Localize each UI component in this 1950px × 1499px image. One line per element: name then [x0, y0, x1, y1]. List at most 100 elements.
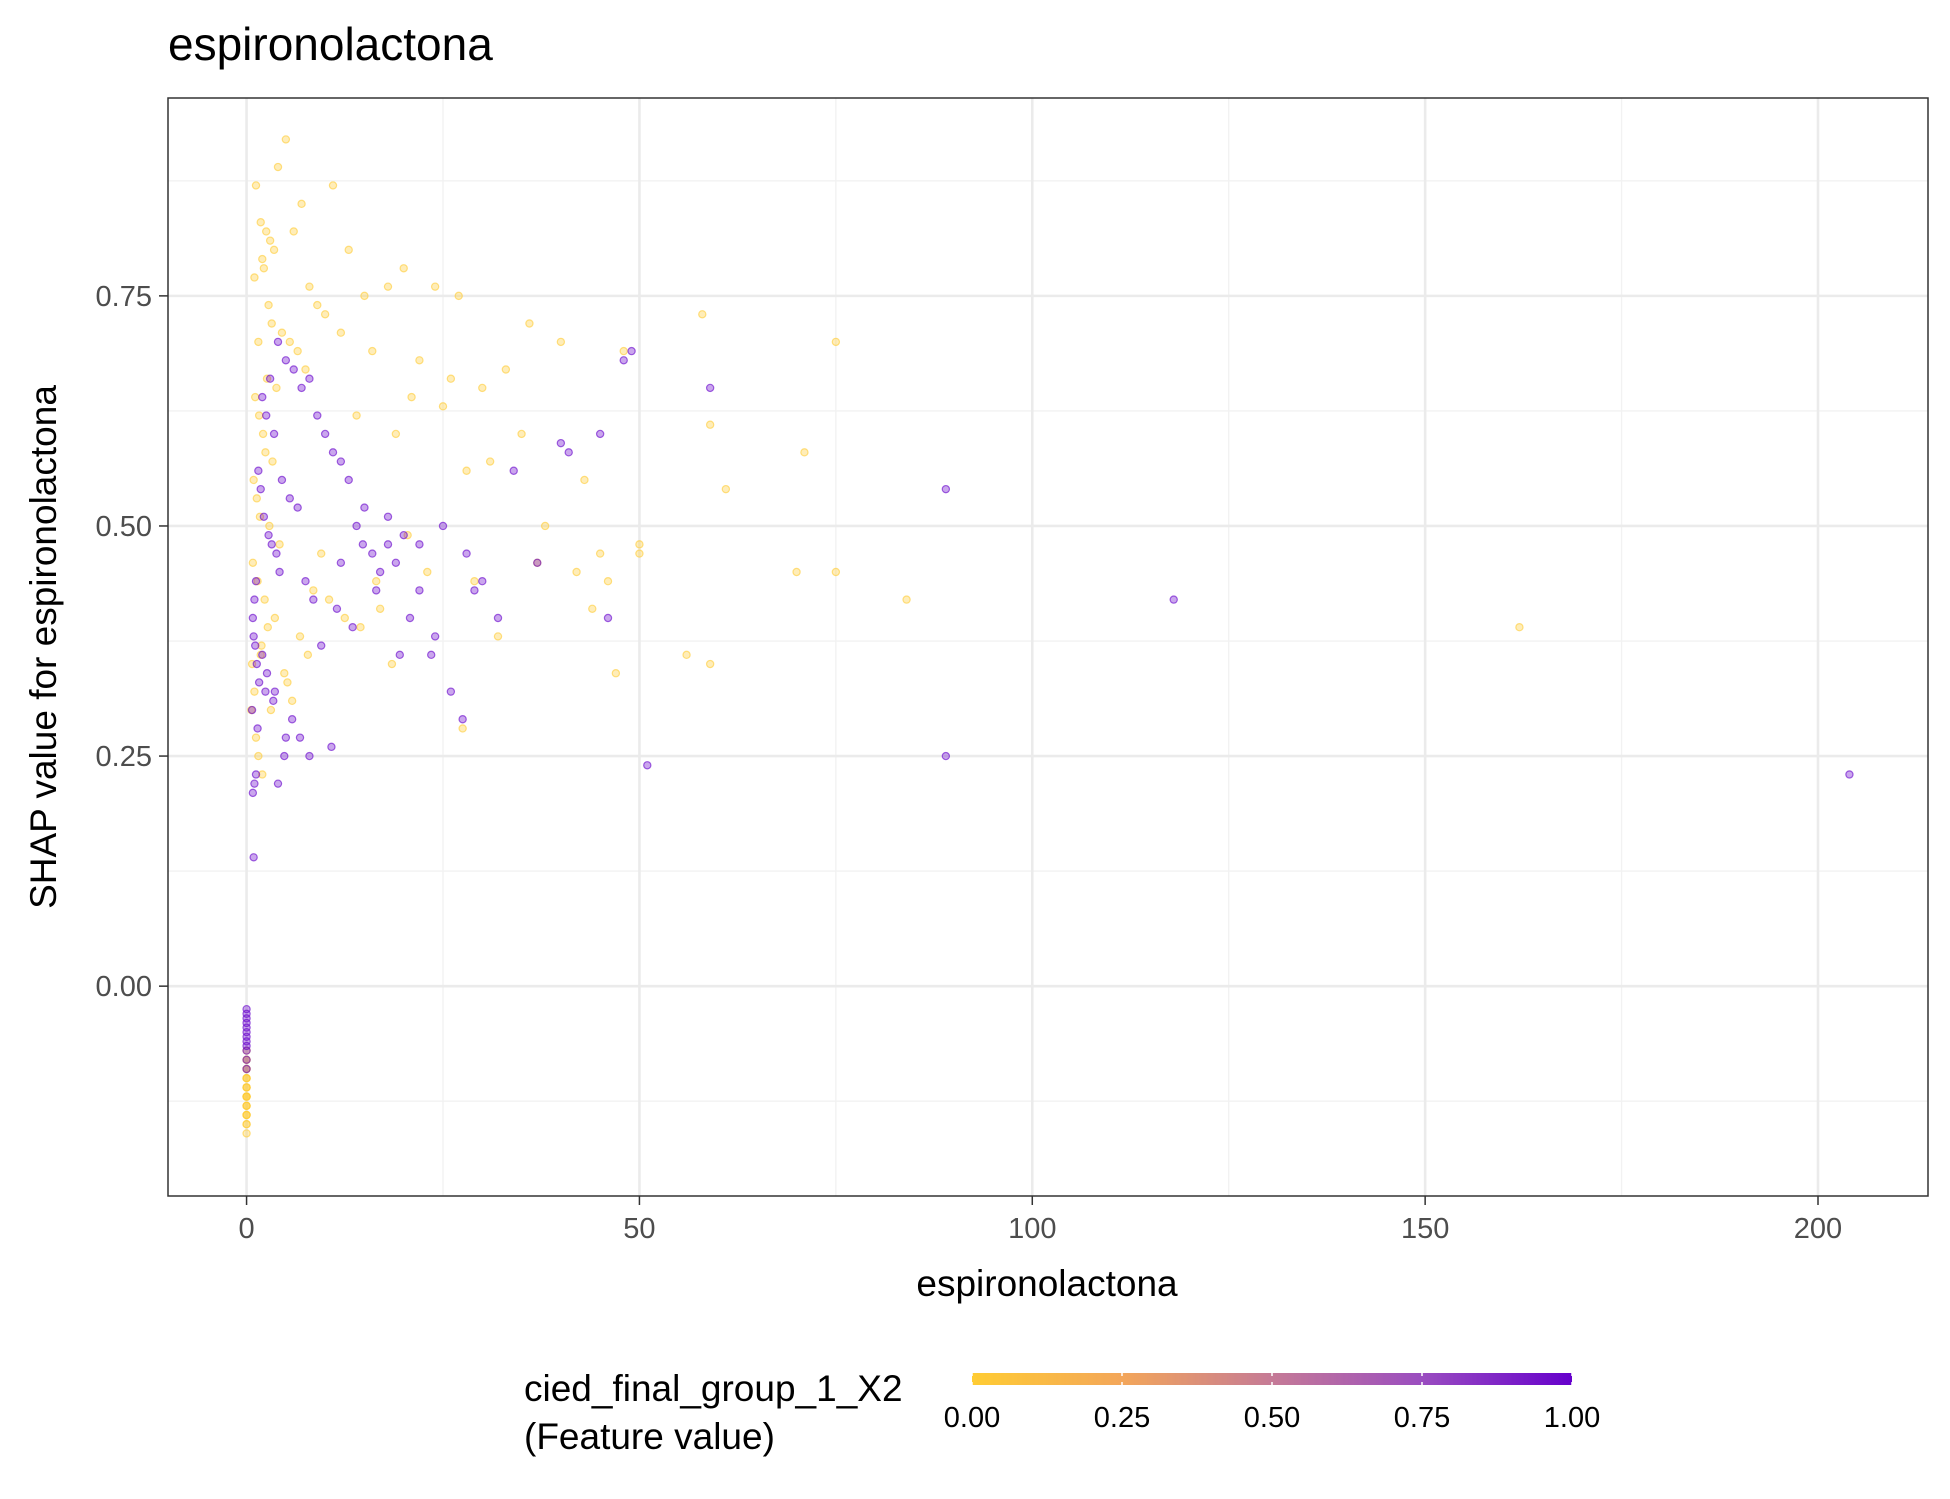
x-axis: 0 50 100 150 200 [239, 1196, 1842, 1245]
data-point [248, 613, 258, 623]
data-point [265, 374, 275, 383]
legend-tick-label: 0.75 [1394, 1402, 1450, 1434]
data-point [556, 337, 566, 347]
data-point [478, 576, 487, 586]
data-point [493, 613, 503, 623]
data-point [266, 705, 276, 715]
data-point [336, 558, 346, 567]
data-point [423, 567, 432, 577]
data-point [517, 429, 526, 439]
data-point [256, 484, 265, 494]
data-point [273, 162, 283, 172]
data-point [430, 282, 440, 291]
data-point [324, 595, 334, 604]
data-point [564, 448, 573, 457]
data-point [247, 705, 257, 715]
data-point [415, 586, 424, 595]
data-point [253, 724, 262, 733]
y-axis: 0.00 0.25 0.50 0.75 [96, 281, 168, 1003]
data-point [800, 448, 809, 457]
data-point [1515, 623, 1524, 632]
data-point [242, 1101, 251, 1111]
data-point [295, 733, 305, 742]
data-point [297, 199, 306, 209]
data-point [792, 567, 801, 577]
data-point [383, 540, 393, 549]
data-point [619, 356, 628, 365]
data-point [254, 678, 264, 687]
data-point [251, 392, 260, 402]
legend-tick-label: 0.00 [944, 1402, 1000, 1434]
data-point [405, 613, 415, 623]
data-point [293, 503, 302, 512]
data-point [269, 245, 279, 255]
data-point [698, 310, 707, 319]
data-point [348, 623, 357, 632]
data-point [525, 319, 534, 328]
data-point [305, 282, 314, 291]
grid-major [168, 98, 1928, 1196]
data-point [289, 365, 298, 374]
data-point [242, 1046, 251, 1055]
data-point [275, 567, 284, 577]
data-point [454, 291, 463, 301]
data-point [556, 438, 566, 448]
data-point [360, 291, 369, 301]
data-point [317, 549, 326, 558]
data-point [358, 540, 368, 549]
data-point [295, 632, 305, 641]
data-point [399, 264, 408, 273]
data-point [391, 558, 401, 567]
data-point [258, 392, 267, 402]
data-point [352, 521, 361, 531]
data-point [268, 457, 277, 466]
data-point [281, 356, 291, 365]
data-point [281, 733, 291, 742]
data-point [250, 687, 259, 696]
data-point [540, 521, 550, 531]
data-point [280, 669, 289, 678]
data-point [303, 650, 313, 660]
data-point [941, 751, 951, 761]
data-point [261, 448, 270, 457]
legend-tick-label: 1.00 [1544, 1402, 1600, 1434]
data-point [446, 374, 456, 383]
data-point [375, 604, 385, 614]
data-point [399, 530, 408, 540]
data-point [493, 632, 503, 641]
data-point [478, 383, 487, 393]
data-point [256, 218, 265, 227]
data-point [248, 558, 258, 567]
data-point [368, 549, 377, 558]
data-point [242, 1120, 251, 1129]
data-point [273, 337, 283, 347]
data-point [301, 576, 310, 586]
color-legend: cied_final_group_1_X2 (Feature value) 0.… [524, 1368, 1600, 1457]
y-axis-title: SHAP value for espironolactona [23, 385, 64, 909]
data-point [305, 374, 314, 383]
data-point [462, 466, 471, 475]
data-point [438, 402, 448, 411]
data-point [242, 1129, 251, 1138]
x-tick-label: 0 [239, 1213, 255, 1245]
data-point [287, 696, 297, 706]
data-point [309, 595, 318, 604]
data-point [682, 650, 691, 660]
data-point [281, 135, 291, 144]
data-point [269, 429, 279, 439]
data-point [485, 457, 495, 466]
data-point [249, 632, 258, 641]
legend-tick-label: 0.50 [1244, 1402, 1300, 1434]
data-point [831, 567, 841, 577]
data-point [252, 494, 261, 503]
chart-title: espironolactona [168, 18, 493, 70]
data-point [533, 558, 542, 567]
data-point [242, 1064, 251, 1074]
data-point [248, 788, 258, 798]
data-point [249, 853, 258, 862]
data-point [297, 383, 306, 393]
data-point [328, 448, 338, 457]
data-point [356, 623, 365, 632]
data-point [627, 346, 636, 356]
